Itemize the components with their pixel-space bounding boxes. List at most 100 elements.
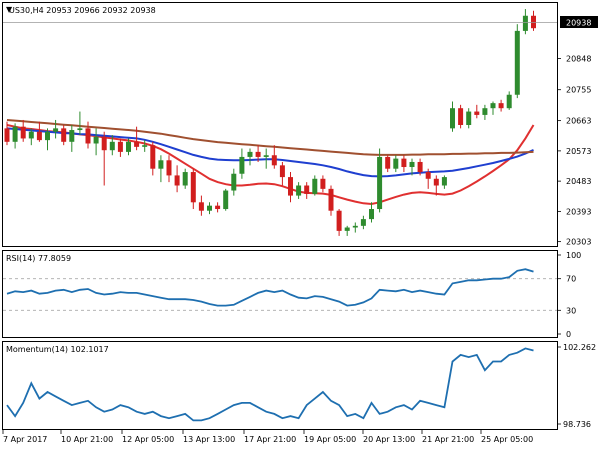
- price-tick-label: 20663: [566, 117, 591, 126]
- bear-candle: [304, 185, 310, 194]
- bear-candle: [215, 205, 221, 210]
- bull-candle: [69, 130, 75, 142]
- bear-candle: [134, 141, 140, 147]
- bear-candle: [85, 128, 91, 144]
- bear-candle: [166, 160, 172, 176]
- bear-candle: [474, 111, 480, 115]
- bear-candle: [36, 131, 42, 141]
- bull-candle: [352, 225, 358, 228]
- bull-candle: [369, 209, 374, 220]
- rsi-line-layer: [3, 268, 557, 311]
- bear-candle: [198, 202, 204, 211]
- bull-candle: [344, 227, 350, 231]
- bull-candle: [450, 108, 455, 129]
- rsi-tick-label: 100: [566, 251, 581, 260]
- bull-candle: [490, 103, 496, 109]
- bull-candle: [93, 136, 99, 144]
- current-price-tag: [560, 16, 598, 28]
- bear-candle: [190, 172, 196, 203]
- main-price-panel[interactable]: [2, 2, 558, 247]
- bear-candle: [498, 103, 504, 109]
- time-tick-label: 25 Apr 05:00: [481, 435, 533, 444]
- time-axis: 7 Apr 2017 10 Apr 21:00 12 Apr 05:00 13 Apr…: [2, 430, 533, 444]
- time-tick-label: 20 Apr 13:00: [363, 435, 415, 444]
- time-tick-label: 13 Apr 13:00: [183, 435, 235, 444]
- bull-candle: [28, 131, 34, 139]
- bull-candle: [247, 151, 253, 157]
- bear-candle: [417, 161, 423, 173]
- rsi-line: [6, 268, 534, 307]
- bull-candle: [522, 15, 528, 31]
- bear-candle: [336, 210, 342, 231]
- price-axis: 20848 20755 20663 20573 20483 20393 20303: [557, 54, 591, 247]
- bull-candle: [482, 108, 488, 115]
- bear-candle: [150, 145, 156, 169]
- bear-candle: [385, 156, 391, 169]
- bull-candle: [360, 219, 366, 226]
- rsi-title: RSI(14) 77.8059: [6, 254, 71, 263]
- ma_mid-line: [6, 127, 534, 178]
- momentum-line: [6, 347, 534, 422]
- bear-candle: [288, 177, 293, 196]
- momentum-title: Momentum(14) 102.1017: [6, 345, 109, 354]
- bull-candle: [223, 190, 229, 210]
- collapse-triangle-icon[interactable]: ▼: [6, 5, 13, 14]
- bull-candle: [142, 145, 148, 147]
- bear-candle: [531, 15, 536, 29]
- bull-candle: [296, 185, 302, 196]
- bear-candle: [271, 155, 277, 166]
- moving-averages: [6, 119, 535, 206]
- momentum-line-layer: [6, 347, 534, 422]
- symbol-info-label: US30,H4 20953 20966 20932 20938: [9, 6, 156, 15]
- rsi-panel[interactable]: [2, 250, 558, 338]
- bull-candle: [441, 177, 447, 186]
- bear-candle: [101, 136, 107, 151]
- rsi-tick-label: 30: [566, 306, 576, 315]
- bull-candle: [466, 111, 472, 125]
- time-tick-label: 17 Apr 21:00: [244, 435, 296, 444]
- price-tick-label: 20303: [566, 238, 591, 247]
- time-tick-label: 21 Apr 21:00: [422, 435, 474, 444]
- ma_slow-line: [6, 119, 534, 156]
- bull-candle: [239, 156, 245, 174]
- bull-candle: [109, 141, 115, 151]
- bear-candle: [320, 178, 326, 189]
- bear-candle: [458, 108, 464, 125]
- bear-candle: [328, 188, 334, 211]
- rsi-tick-label: 70: [566, 275, 576, 284]
- bull-candle: [182, 172, 188, 186]
- bear-candle: [20, 126, 26, 139]
- bear-candle: [117, 141, 123, 152]
- momentum-tick-label: 98.736: [563, 420, 591, 429]
- bull-candle: [77, 128, 83, 131]
- bull-candle: [377, 156, 383, 210]
- bull-candle: [409, 161, 415, 168]
- bull-candle: [393, 158, 399, 169]
- bull-candle: [158, 160, 164, 169]
- bull-candle: [12, 126, 18, 142]
- price-tick-label: 20848: [566, 54, 591, 63]
- price-tick-label: 20755: [566, 86, 591, 95]
- time-tick-label: 10 Apr 21:00: [61, 435, 113, 444]
- bear-candle: [433, 178, 439, 186]
- price-tick-label: 20573: [566, 147, 591, 156]
- time-tick-label: 7 Apr 2017: [3, 435, 47, 444]
- bull-candle: [207, 205, 212, 211]
- time-tick-label: 12 Apr 05:00: [122, 435, 174, 444]
- rsi-axis: 100 70 30 0: [557, 251, 581, 339]
- bear-candle: [425, 172, 431, 179]
- bull-candle: [312, 178, 318, 194]
- bull-candle: [506, 94, 512, 109]
- bull-candle: [126, 141, 131, 152]
- bear-candle: [61, 128, 67, 142]
- price-tick-label: 20393: [566, 207, 591, 216]
- bear-candle: [4, 128, 10, 142]
- bull-candle: [45, 131, 50, 141]
- momentum-tick-label: 102.262: [563, 343, 596, 352]
- bull-candle: [231, 173, 237, 191]
- price-tick-label: 20483: [566, 177, 591, 186]
- bull-candle: [53, 128, 59, 132]
- momentum-axis: 102.262 98.736: [557, 343, 596, 429]
